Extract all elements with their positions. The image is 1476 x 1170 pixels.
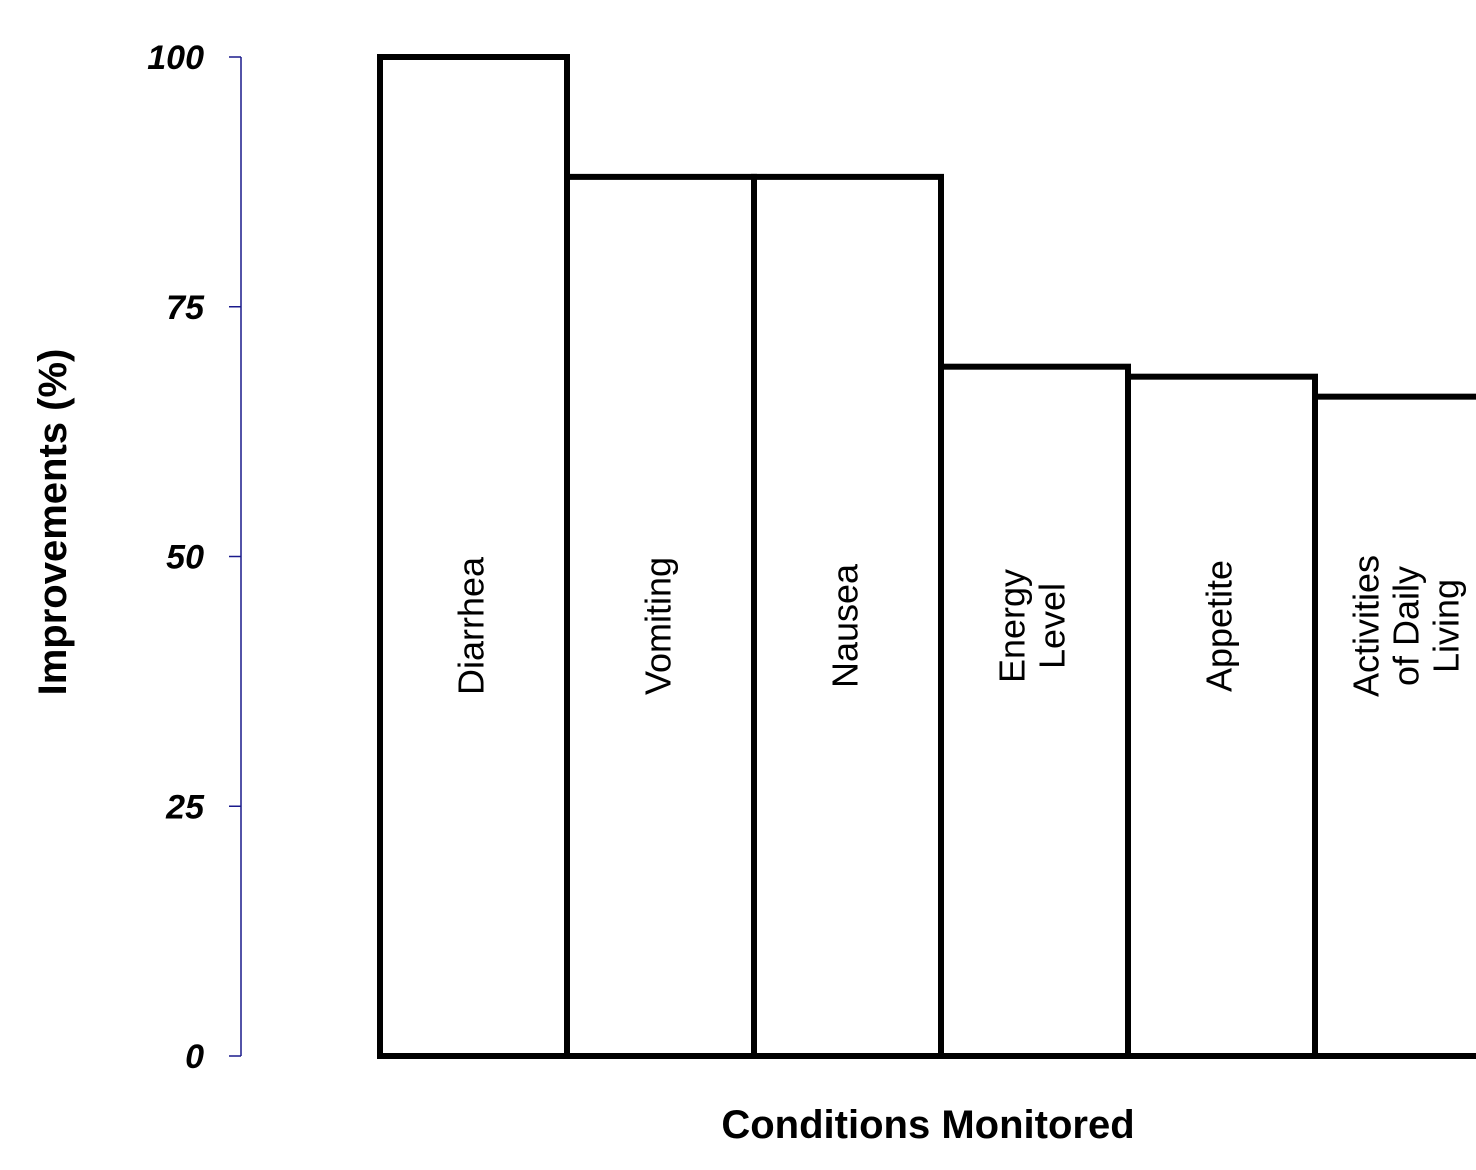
y-tick-label: 100 xyxy=(147,39,204,77)
bar xyxy=(1125,373,1318,1059)
bar-label-line: Level xyxy=(1032,583,1073,669)
bar-label-line: Vomiting xyxy=(638,557,679,695)
y-tick-label: 50 xyxy=(166,539,204,577)
bar-label-line: Appetite xyxy=(1199,560,1240,692)
bar-label: Activitiesof DailyLiving xyxy=(1346,555,1467,697)
bar xyxy=(938,363,1131,1059)
bar-label: Nausea xyxy=(825,563,866,688)
bar-label-line: Diarrhea xyxy=(451,556,492,695)
x-axis-title: Conditions Monitored xyxy=(721,1103,1134,1147)
bar-label-line: Energy xyxy=(992,569,1033,683)
bar xyxy=(377,54,570,1059)
bar xyxy=(1312,393,1476,1060)
bar-label: Vomiting xyxy=(638,557,679,695)
bar-label-line: Activities xyxy=(1346,555,1387,697)
y-tick-label: 75 xyxy=(166,289,205,327)
bar-label: Appetite xyxy=(1199,560,1240,692)
y-tick-label: 25 xyxy=(165,788,205,826)
bars: Diarrhea Vomiting Nausea EnergyLevel Appetit… xyxy=(377,54,1476,1060)
bar-label-line: Living xyxy=(1426,579,1467,673)
y-tick-label: 0 xyxy=(185,1038,204,1076)
y-axis-title: Improvements (%) xyxy=(31,349,75,696)
bar-label: EnergyLevel xyxy=(992,569,1073,683)
bar-label: Diarrhea xyxy=(451,556,492,695)
y-axis: 0 25 50 75 100 xyxy=(147,39,242,1076)
bar-label-line: Nausea xyxy=(825,563,866,688)
bar-label-line: of Daily xyxy=(1386,566,1427,686)
